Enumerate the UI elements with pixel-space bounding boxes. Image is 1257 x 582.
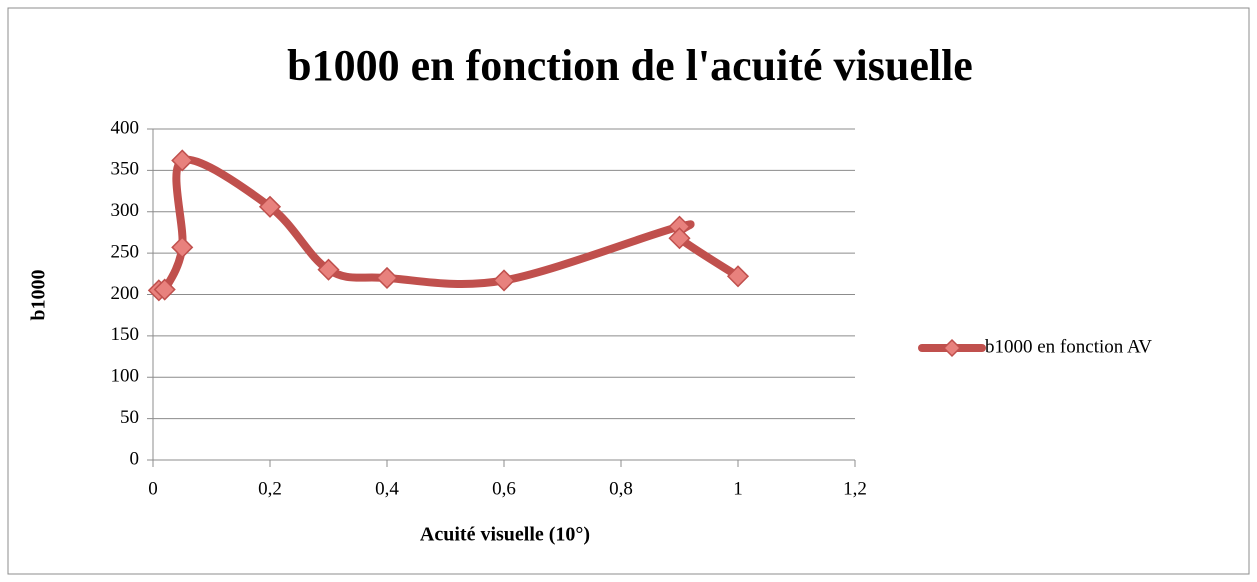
chart-border <box>7 7 1250 575</box>
x-tick-label: 0 <box>148 478 158 499</box>
y-tick-label: 250 <box>111 241 140 262</box>
marker <box>668 227 691 250</box>
x-axis-label: Acuité visuelle (10°) <box>420 524 590 546</box>
y-tick-label: 100 <box>111 366 140 387</box>
y-tick-label: 300 <box>111 200 140 221</box>
legend-label: b1000 en fonction AV <box>985 336 1152 357</box>
marker <box>726 265 750 288</box>
marker <box>171 149 194 172</box>
marker <box>375 266 399 290</box>
y-tick-label: 150 <box>111 324 140 345</box>
x-tick-label: 0,4 <box>375 478 399 499</box>
x-tick-label: 0,2 <box>258 478 282 499</box>
marker <box>153 278 176 301</box>
x-tick-label: 1,2 <box>843 478 867 499</box>
chart-title: b1000 en fonction de l'acuité visuelle <box>287 41 973 90</box>
y-axis-label: b1000 <box>28 269 50 320</box>
x-tick-label: 0,6 <box>492 478 516 499</box>
y-tick-label: 0 <box>130 448 140 469</box>
y-tick-label: 400 <box>111 117 140 138</box>
y-tick-label: 50 <box>120 407 139 428</box>
x-tick-label: 1 <box>733 478 743 499</box>
y-tick-label: 200 <box>111 283 140 304</box>
marker <box>492 269 516 292</box>
marker <box>258 195 282 218</box>
x-tick-label: 0,8 <box>609 478 633 499</box>
y-tick-label: 350 <box>111 159 140 180</box>
legend-marker <box>942 338 962 358</box>
marker <box>317 258 340 281</box>
marker <box>171 236 194 259</box>
